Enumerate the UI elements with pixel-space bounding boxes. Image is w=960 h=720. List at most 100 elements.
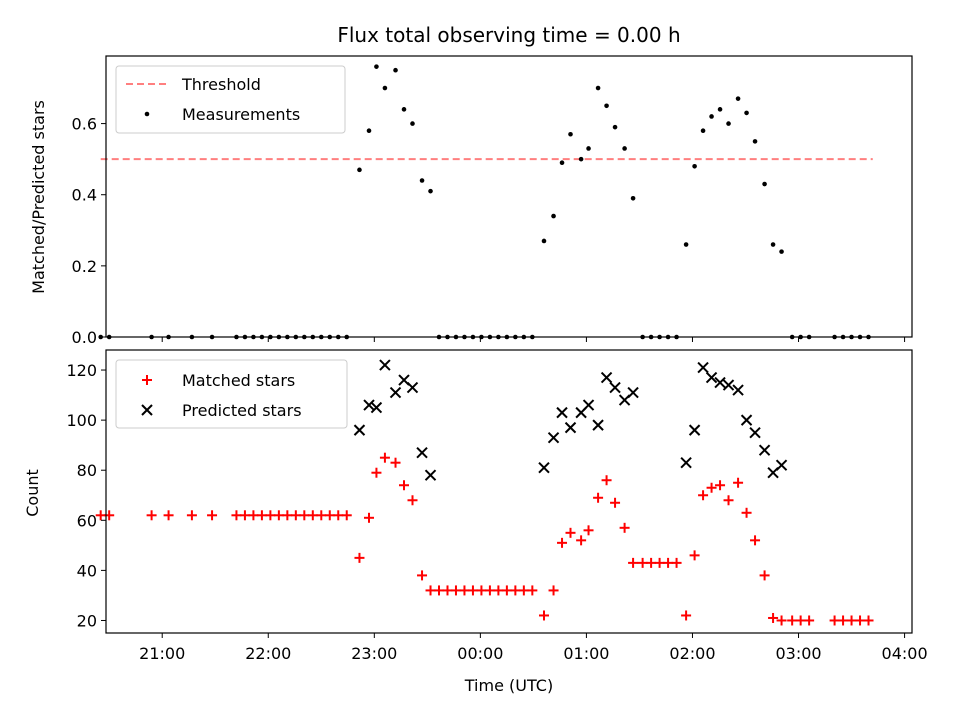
top-y-ticks: 0.0 0.2 0.4 0.6 [72, 115, 106, 347]
matched-star-point [527, 585, 538, 596]
measurement-point [612, 124, 618, 130]
measurement-point [744, 110, 749, 116]
matched-star-point [855, 615, 866, 626]
measurement-point [410, 121, 415, 126]
matched-star-point [390, 457, 401, 468]
x-tick-label: 01:00 [563, 644, 609, 663]
predicted-star-point [592, 419, 604, 431]
matched-star-point [493, 585, 504, 596]
threshold-legend-label: Threshold [181, 75, 261, 94]
y-tick-label: 100 [66, 411, 97, 430]
measurement-point [752, 139, 758, 144]
matched-star-point [371, 467, 382, 478]
bottom-legend-box [115, 359, 348, 429]
top-y-axis-label: Matched/Predicted stars [29, 100, 48, 294]
predicted-star-point [547, 431, 560, 444]
matched-star-point [299, 510, 310, 521]
matched-star-point [565, 527, 576, 538]
matched-star-point [698, 490, 709, 501]
measurement-point [419, 178, 425, 183]
predicted-star-point [680, 456, 692, 469]
predicted-star-point [705, 371, 718, 384]
matched-star-point [417, 570, 428, 581]
predicted-star-point [538, 462, 550, 474]
measurement-point [551, 213, 556, 219]
measurement-point [541, 238, 547, 244]
measurement-point [382, 85, 388, 91]
measurement-point [700, 128, 706, 133]
matched-star-point [476, 585, 487, 596]
measurement-point [586, 146, 591, 151]
predicted-star-point [363, 399, 375, 411]
y-tick-label: 0.6 [72, 115, 97, 134]
predicted-star-point [370, 401, 383, 414]
predicted-star-point [389, 386, 402, 399]
top-chart-title: Flux total observing time = 0.00 h [337, 23, 680, 47]
matched-star-point [776, 615, 787, 626]
matched-star-point [379, 452, 390, 463]
matched-star-point [434, 585, 445, 596]
predicted-star-point [732, 384, 744, 396]
matched-star-point [442, 585, 453, 596]
matched-star-point [628, 557, 639, 568]
matched-star-point [425, 585, 436, 596]
matched-star-point [450, 585, 461, 596]
matched-star-point [601, 475, 612, 486]
matched-star-point [637, 557, 648, 568]
predicted-star-point [775, 459, 788, 471]
top-marks [98, 64, 873, 340]
matched-star-point [741, 507, 752, 518]
predicted-star-point [758, 444, 771, 456]
y-tick-label: 40 [77, 561, 97, 580]
measurement-point [762, 181, 767, 187]
x-tick-label: 00:00 [457, 644, 503, 663]
matched-star-point [787, 615, 798, 626]
matched-star-point [459, 585, 470, 596]
predicted-star-point [353, 424, 366, 436]
matched-star-point [733, 477, 744, 488]
measurement-point [726, 121, 731, 126]
measurement-point [98, 334, 103, 340]
predicted-star-point [564, 421, 577, 434]
matched-star-point [316, 510, 327, 521]
y-tick-label: 0.2 [72, 257, 97, 276]
y-tick-label: 120 [66, 361, 97, 380]
predicted-star-point [627, 386, 639, 399]
bottom-plot-frame [105, 349, 913, 634]
predicted-star-point [379, 359, 391, 371]
matched-star-point [407, 495, 418, 506]
bottom-panel: 20 40 60 80 100 120 21:00 22:00 23:00 00:00 01:00… [23, 349, 928, 695]
matched-star-point [146, 510, 157, 521]
measurement-point [401, 107, 407, 112]
matched-star-point [804, 615, 815, 626]
matched-star-point [518, 585, 529, 596]
matched-star-point [207, 510, 218, 521]
measurement-point [559, 160, 565, 166]
top-plot-frame [105, 55, 913, 338]
matched-star-point [829, 615, 840, 626]
matched-star-point [681, 610, 692, 621]
measurement-point [595, 85, 601, 91]
matched-star-point [364, 512, 375, 523]
matched-star-point [838, 615, 849, 626]
matched-star-point [576, 535, 587, 546]
matched-star-point [610, 497, 621, 508]
matched-star-point [290, 510, 301, 521]
predicted-star-point [424, 469, 437, 481]
measurement-point [683, 242, 689, 247]
matched-star-point [501, 585, 512, 596]
matched-star-point [646, 557, 657, 568]
x-tick-label: 22:00 [245, 644, 291, 663]
predicted-legend-label: Predicted stars [182, 401, 302, 420]
bottom-y-ticks: 20 40 60 80 100 120 [66, 361, 106, 630]
matched-star-point [557, 537, 568, 548]
top-panel: 0.0 0.2 0.4 0.6 Matched/Predicted stars Thr… [29, 55, 913, 347]
matched-star-point [231, 510, 242, 521]
matched-star-point [548, 585, 559, 596]
y-tick-label: 20 [77, 611, 97, 630]
x-tick-label: 02:00 [669, 644, 715, 663]
matched-star-point [239, 510, 250, 521]
matched-star-point [248, 510, 259, 521]
y-tick-label: 0.4 [72, 186, 97, 205]
matched-star-point [689, 550, 700, 561]
